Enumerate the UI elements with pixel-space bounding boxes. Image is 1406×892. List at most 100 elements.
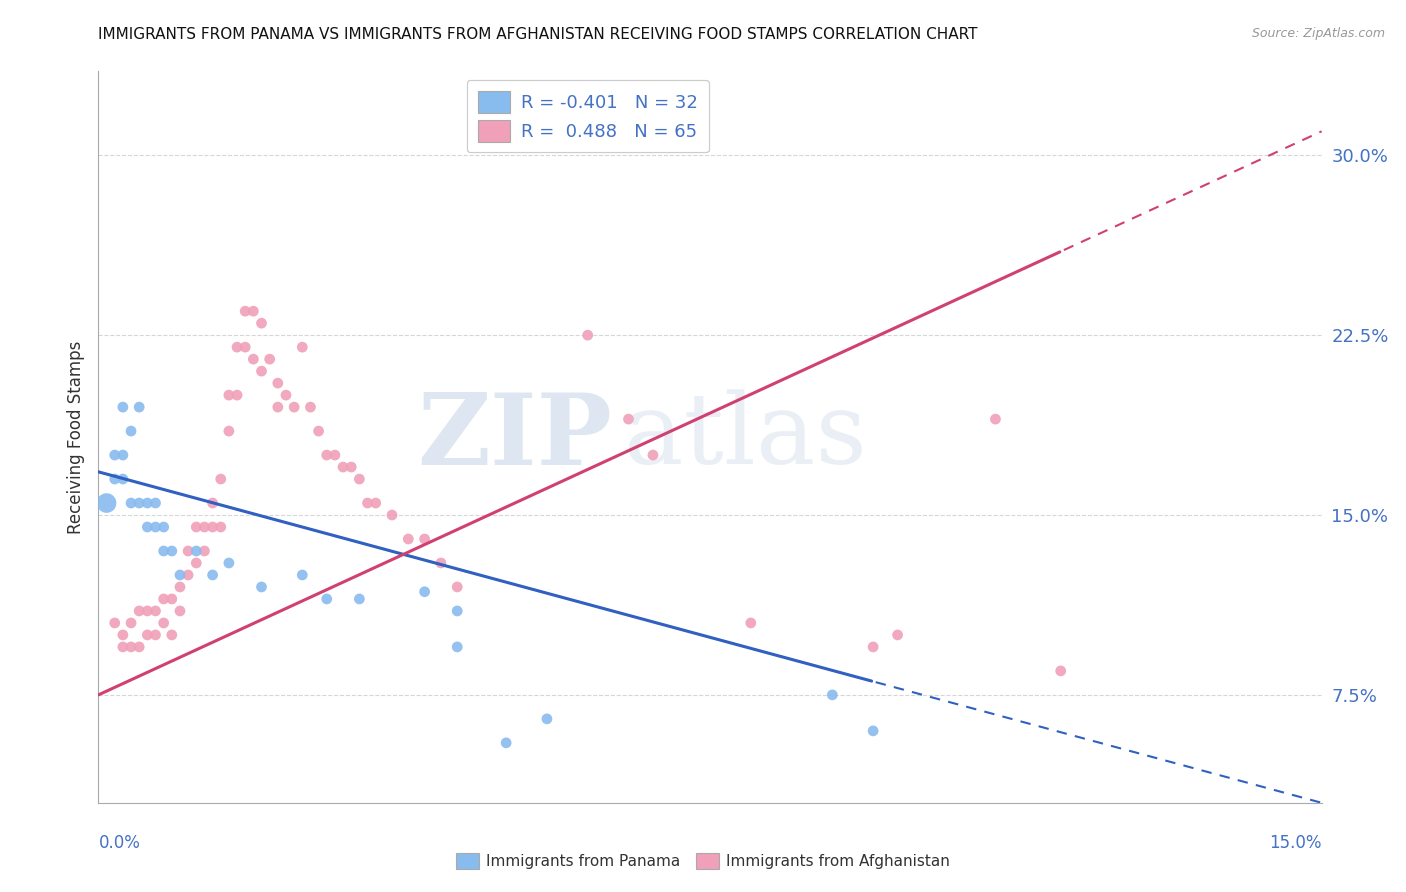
Point: [821, 688, 844, 702]
Point: [259, 352, 281, 367]
Text: atlas: atlas: [624, 389, 868, 485]
Point: [104, 448, 127, 462]
Point: [160, 544, 183, 558]
Point: [430, 556, 453, 570]
Point: [186, 544, 208, 558]
Point: [291, 340, 314, 354]
Point: [446, 640, 468, 654]
Point: [332, 460, 354, 475]
Text: IMMIGRANTS FROM PANAMA VS IMMIGRANTS FROM AFGHANISTAN RECEIVING FOOD STAMPS CORR: IMMIGRANTS FROM PANAMA VS IMMIGRANTS FRO…: [98, 27, 979, 42]
Point: [349, 591, 371, 606]
Point: [356, 496, 378, 510]
Point: [323, 448, 346, 462]
Point: [120, 496, 142, 510]
Text: Source: ZipAtlas.com: Source: ZipAtlas.com: [1251, 27, 1385, 40]
Point: [152, 615, 174, 630]
Point: [315, 591, 337, 606]
Point: [120, 640, 142, 654]
Point: [740, 615, 762, 630]
Point: [576, 328, 599, 343]
Point: [177, 568, 200, 582]
Point: [111, 400, 134, 414]
Point: [128, 604, 150, 618]
Point: [111, 640, 134, 654]
Point: [193, 520, 215, 534]
Point: [250, 580, 273, 594]
Point: [242, 304, 264, 318]
Point: [209, 520, 232, 534]
Point: [536, 712, 558, 726]
Point: [145, 520, 167, 534]
Point: [381, 508, 404, 522]
Point: [250, 364, 273, 378]
Point: [136, 604, 159, 618]
Point: [218, 424, 240, 438]
Point: [152, 544, 174, 558]
Point: [160, 591, 183, 606]
Point: [446, 604, 468, 618]
Point: [984, 412, 1007, 426]
Point: [111, 628, 134, 642]
Point: [218, 388, 240, 402]
Point: [209, 472, 232, 486]
Point: [169, 580, 191, 594]
Point: [413, 584, 436, 599]
Point: [201, 520, 224, 534]
Text: 15.0%: 15.0%: [1270, 834, 1322, 852]
Point: [267, 400, 290, 414]
Point: [145, 628, 167, 642]
Point: [226, 340, 249, 354]
Point: [315, 448, 337, 462]
Point: [120, 615, 142, 630]
Point: [186, 520, 208, 534]
Point: [446, 580, 468, 594]
Point: [128, 400, 150, 414]
Point: [1049, 664, 1071, 678]
Point: [120, 424, 142, 438]
Text: ZIP: ZIP: [418, 389, 612, 485]
Point: [193, 544, 215, 558]
Point: [349, 472, 371, 486]
Point: [218, 556, 240, 570]
Point: [177, 544, 200, 558]
Point: [104, 615, 127, 630]
Point: [152, 520, 174, 534]
Point: [128, 640, 150, 654]
Y-axis label: Receiving Food Stamps: Receiving Food Stamps: [66, 341, 84, 533]
Point: [226, 388, 249, 402]
Point: [128, 496, 150, 510]
Point: [104, 472, 127, 486]
Point: [886, 628, 908, 642]
Point: [145, 604, 167, 618]
Point: [267, 376, 290, 391]
Point: [299, 400, 322, 414]
Point: [96, 496, 118, 510]
Point: [233, 340, 256, 354]
Point: [413, 532, 436, 546]
Point: [233, 304, 256, 318]
Point: [283, 400, 305, 414]
Point: [186, 556, 208, 570]
Point: [308, 424, 330, 438]
Legend: Immigrants from Panama, Immigrants from Afghanistan: Immigrants from Panama, Immigrants from …: [450, 847, 956, 875]
Point: [340, 460, 363, 475]
Point: [495, 736, 517, 750]
Point: [364, 496, 387, 510]
Legend: R = -0.401   N = 32, R =  0.488   N = 65: R = -0.401 N = 32, R = 0.488 N = 65: [467, 80, 709, 153]
Point: [291, 568, 314, 582]
Point: [111, 472, 134, 486]
Point: [274, 388, 297, 402]
Point: [160, 628, 183, 642]
Point: [169, 604, 191, 618]
Point: [136, 496, 159, 510]
Point: [862, 640, 884, 654]
Point: [641, 448, 664, 462]
Point: [396, 532, 419, 546]
Point: [136, 520, 159, 534]
Text: 0.0%: 0.0%: [98, 834, 141, 852]
Point: [201, 568, 224, 582]
Point: [111, 448, 134, 462]
Point: [145, 496, 167, 510]
Point: [201, 496, 224, 510]
Point: [242, 352, 264, 367]
